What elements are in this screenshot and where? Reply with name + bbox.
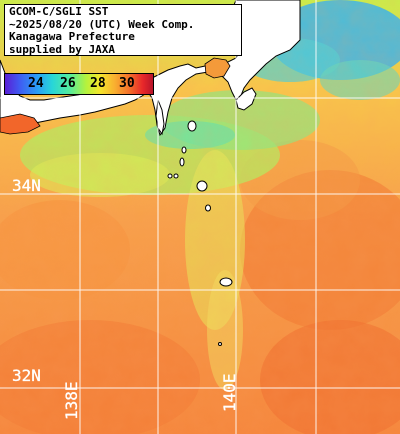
title-line-region: Kanagawa Prefecture xyxy=(9,30,135,43)
island-toshima xyxy=(181,146,187,154)
colorbar-tick-28: 28 xyxy=(90,76,106,91)
colorbar-tick-26: 26 xyxy=(60,76,76,91)
hot-land-patches xyxy=(0,57,231,135)
islands xyxy=(167,120,233,346)
island-aogashima xyxy=(218,342,222,346)
island-mikurajima xyxy=(205,204,211,212)
island-hachijojima xyxy=(219,277,233,287)
lon-label-140e: 140E xyxy=(220,373,239,412)
lat-label-34n: 34N xyxy=(12,176,41,195)
island-kozushima xyxy=(167,173,173,179)
island-shikinejima xyxy=(173,173,179,179)
colorbar-tick-24: 24 xyxy=(28,76,44,91)
lat-label-32n: 32N xyxy=(12,366,41,385)
lon-label-138e: 138E xyxy=(62,381,81,420)
island-niijima xyxy=(179,157,185,167)
title-box: GCOM-C/SGLI SST ~2025/08/20 (UTC) Week C… xyxy=(4,4,242,56)
colorbar-gradient xyxy=(5,74,153,94)
colorbar-tick-30: 30 xyxy=(119,76,135,91)
title-line-product: GCOM-C/SGLI SST xyxy=(9,5,109,18)
title-line-date: ~2025/08/20 (UTC) Week Comp. xyxy=(9,17,195,31)
title-line-credit: supplied by JAXA xyxy=(9,42,115,56)
colorbar: 24 26 28 30 xyxy=(4,73,154,95)
island-izu-oshima xyxy=(187,120,197,132)
boso-peninsula xyxy=(235,87,257,111)
island-miyakejima xyxy=(196,180,208,192)
